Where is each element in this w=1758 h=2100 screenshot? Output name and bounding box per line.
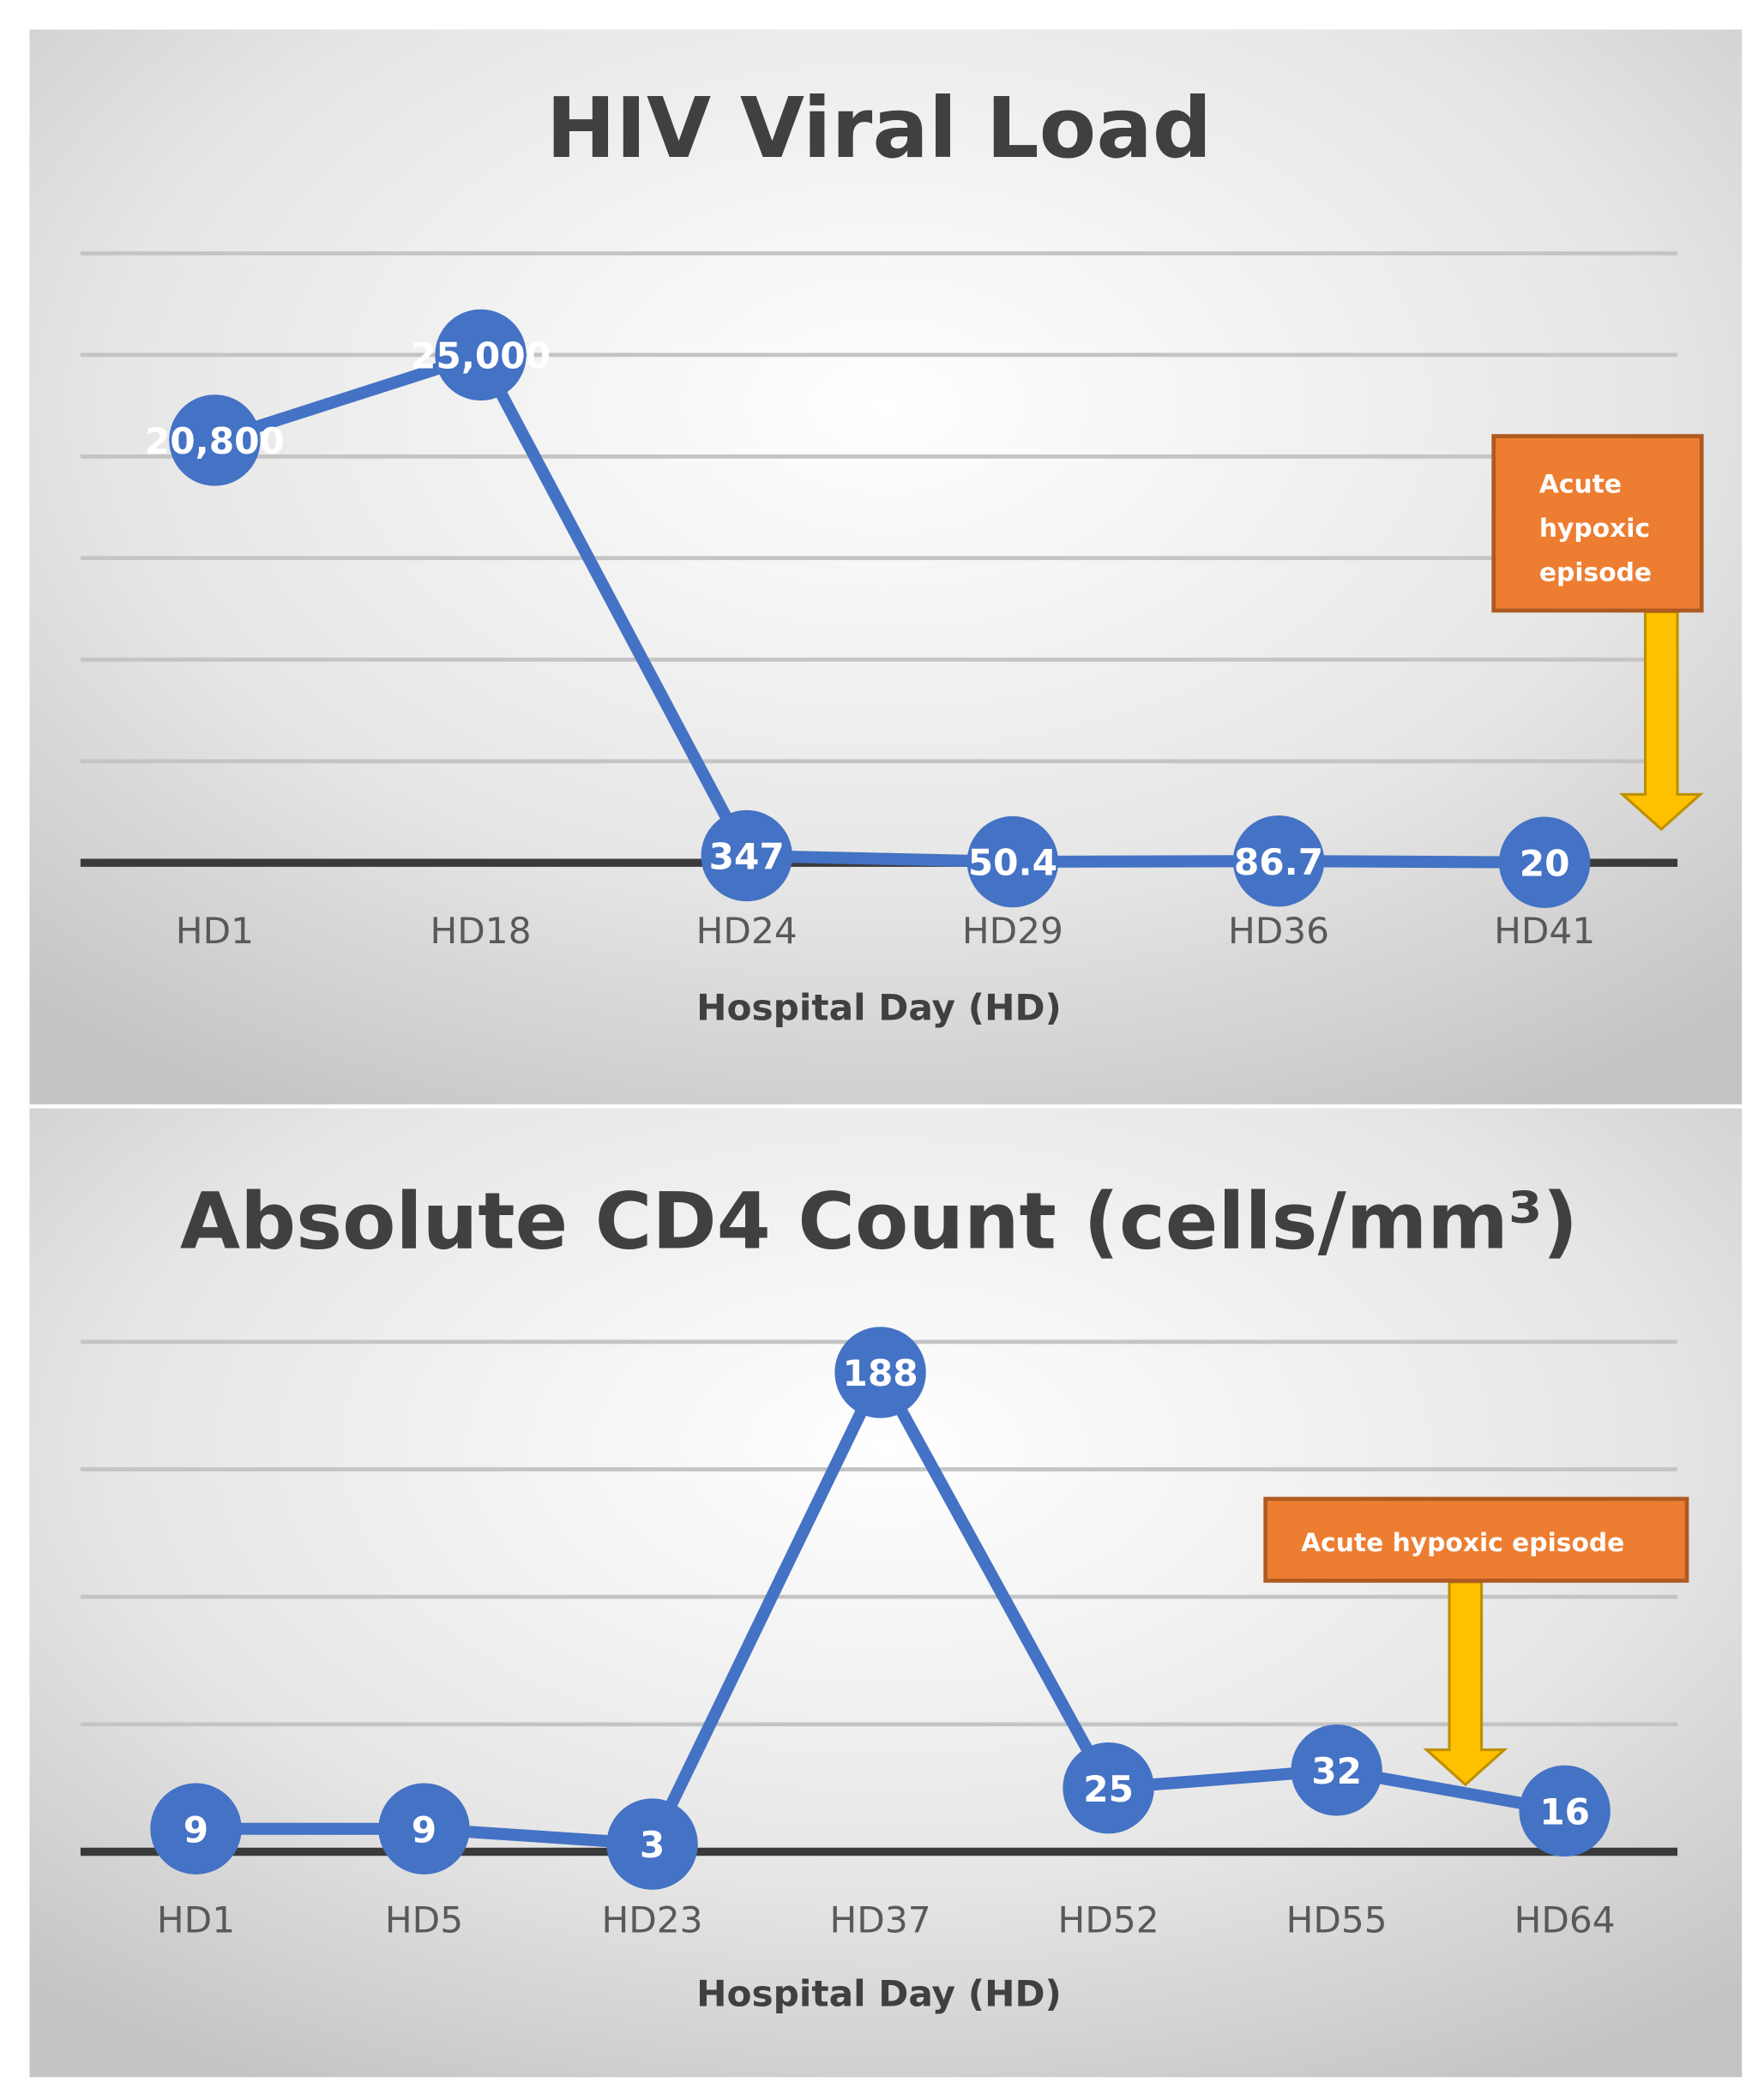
data-point [150, 1783, 242, 1874]
data-point [435, 309, 527, 401]
data-label: 9 [184, 1808, 208, 1850]
x-tick-label: HD23 [602, 1898, 703, 1941]
x-tick-label: HD52 [1058, 1898, 1159, 1941]
x-tick-label: HD24 [696, 910, 798, 952]
data-label: 188 [842, 1352, 918, 1394]
x-tick-label: HD18 [430, 910, 532, 952]
data-point [1232, 815, 1325, 907]
data-label: 86.7 [1234, 841, 1323, 883]
hiv-viral-load-chart: HIV Viral Load 20,800 25,000 347 50.4 86.7 20… [29, 29, 1743, 1104]
chart-title: Absolute CD4 Count (cells/mm³) [180, 1176, 1578, 1267]
x-tick-label: HD5 [385, 1898, 463, 1941]
arrow-down-icon [1423, 1580, 1508, 1787]
x-tick-label: HD1 [176, 910, 254, 952]
x-tick-label: HD1 [157, 1898, 235, 1941]
cd4-count-chart: Absolute CD4 Count (cells/mm³) 9 9 3 188 25 3… [29, 1108, 1743, 2078]
data-label: 347 [709, 836, 785, 878]
data-point [701, 809, 792, 902]
annotation-box [1491, 434, 1704, 613]
annotation-line: Acute hypoxic episode [1301, 1528, 1624, 1558]
data-label: 20 [1520, 842, 1570, 884]
x-tick-label: HD29 [962, 910, 1063, 952]
annotation-acute-hypoxic-episode: Acute hypoxic episode [1491, 434, 1704, 832]
x-axis-label: Hospital Day (HD) [696, 986, 1062, 1028]
data-label: 50.4 [968, 842, 1057, 884]
x-tick-label: HD64 [1514, 1898, 1616, 1941]
data-point [1063, 1742, 1154, 1834]
data-label: 32 [1311, 1750, 1362, 1792]
data-point [606, 1798, 698, 1890]
data-point [378, 1783, 470, 1874]
annotation-box [1263, 1496, 1689, 1583]
chart-title: HIV Viral Load [546, 80, 1213, 177]
data-point [834, 1327, 926, 1418]
chart-background [29, 29, 1743, 1104]
x-axis-label: Hospital Day (HD) [696, 1972, 1062, 2014]
annotation-line: Acute [1539, 469, 1622, 499]
data-point [1519, 1765, 1610, 1857]
arrow-down-icon [1618, 611, 1704, 832]
x-tick-label: HD41 [1494, 910, 1595, 952]
data-label: 16 [1539, 1791, 1590, 1833]
data-point [1291, 1724, 1382, 1816]
data-point [966, 815, 1059, 908]
x-tick-label: HD37 [830, 1898, 931, 1941]
x-tick-label: HD55 [1286, 1898, 1388, 1941]
annotation-line: episode [1539, 558, 1652, 588]
data-label: 9 [412, 1808, 436, 1850]
data-label: 20,800 [145, 420, 285, 462]
annotation-acute-hypoxic-episode: Acute hypoxic episode [1263, 1496, 1689, 1787]
data-label: 25 [1083, 1768, 1134, 1810]
data-point [1498, 816, 1591, 908]
data-point [169, 394, 261, 486]
data-label: 25,000 [411, 335, 551, 377]
x-tick-label: HD36 [1228, 910, 1329, 952]
data-label: 3 [640, 1824, 665, 1866]
annotation-line: hypoxic [1539, 514, 1650, 544]
